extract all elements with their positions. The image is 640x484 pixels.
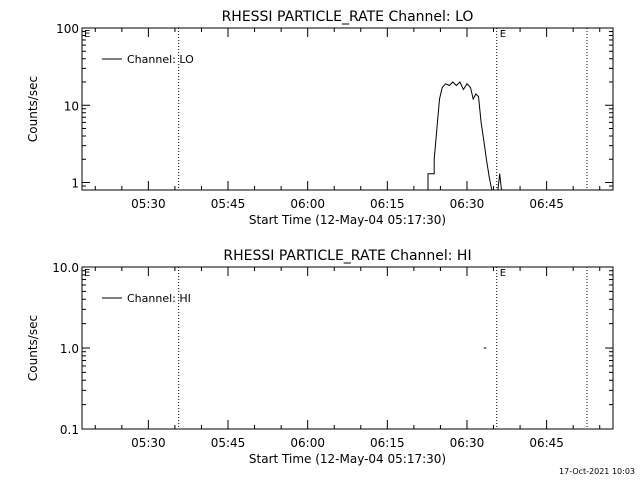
y-tick-label: 10.0 [52,261,79,275]
x-axis-label: Start Time (12-May-04 05:17:30) [249,452,446,466]
x-tick-label: 06:30 [450,197,485,211]
chart-title: RHESSI PARTICLE_RATE Channel: LO [222,9,474,25]
corner-label: E [84,29,90,40]
chart-panel-2: RHESSI PARTICLE_RATE Channel: HI Counts/s… [26,248,614,466]
x-tick-label: 05:30 [131,197,166,211]
x-tick-label: 05:45 [211,436,246,450]
series-line [427,81,493,190]
y-tick-label: 10 [64,99,79,113]
footer-timestamp: 17-Oct-2021 10:03 [559,467,635,476]
x-tick-label: 06:45 [529,436,564,450]
x-tick-label: 06:00 [290,197,325,211]
event-marker-label: E [500,29,506,40]
x-tick-label: 05:30 [131,436,166,450]
event-marker-label: E [500,268,506,279]
legend-label: Channel: HI [127,292,191,305]
y-tick-label: 1.0 [60,342,79,356]
chart-title: RHESSI PARTICLE_RATE Channel: HI [223,248,471,264]
y-axis-label: Counts/sec [26,76,40,142]
y-tick-label: 1 [71,177,79,191]
x-tick-label: 05:45 [211,197,246,211]
y-tick-label: 100 [56,22,79,36]
chart-panel-1: RHESSI PARTICLE_RATE Channel: LO Counts/s… [26,9,614,227]
legend-label: Channel: LO [127,53,194,66]
x-tick-label: 06:15 [370,436,405,450]
corner-label: E [84,268,90,279]
x-tick-label: 06:15 [370,197,405,211]
y-axis-label: Counts/sec [26,315,40,381]
x-tick-label: 06:45 [529,197,564,211]
x-tick-label: 06:00 [290,436,325,450]
series-line [497,173,502,190]
x-axis-label: Start Time (12-May-04 05:17:30) [249,213,446,227]
x-tick-label: 06:30 [450,436,485,450]
y-tick-label: 0.1 [60,423,79,437]
